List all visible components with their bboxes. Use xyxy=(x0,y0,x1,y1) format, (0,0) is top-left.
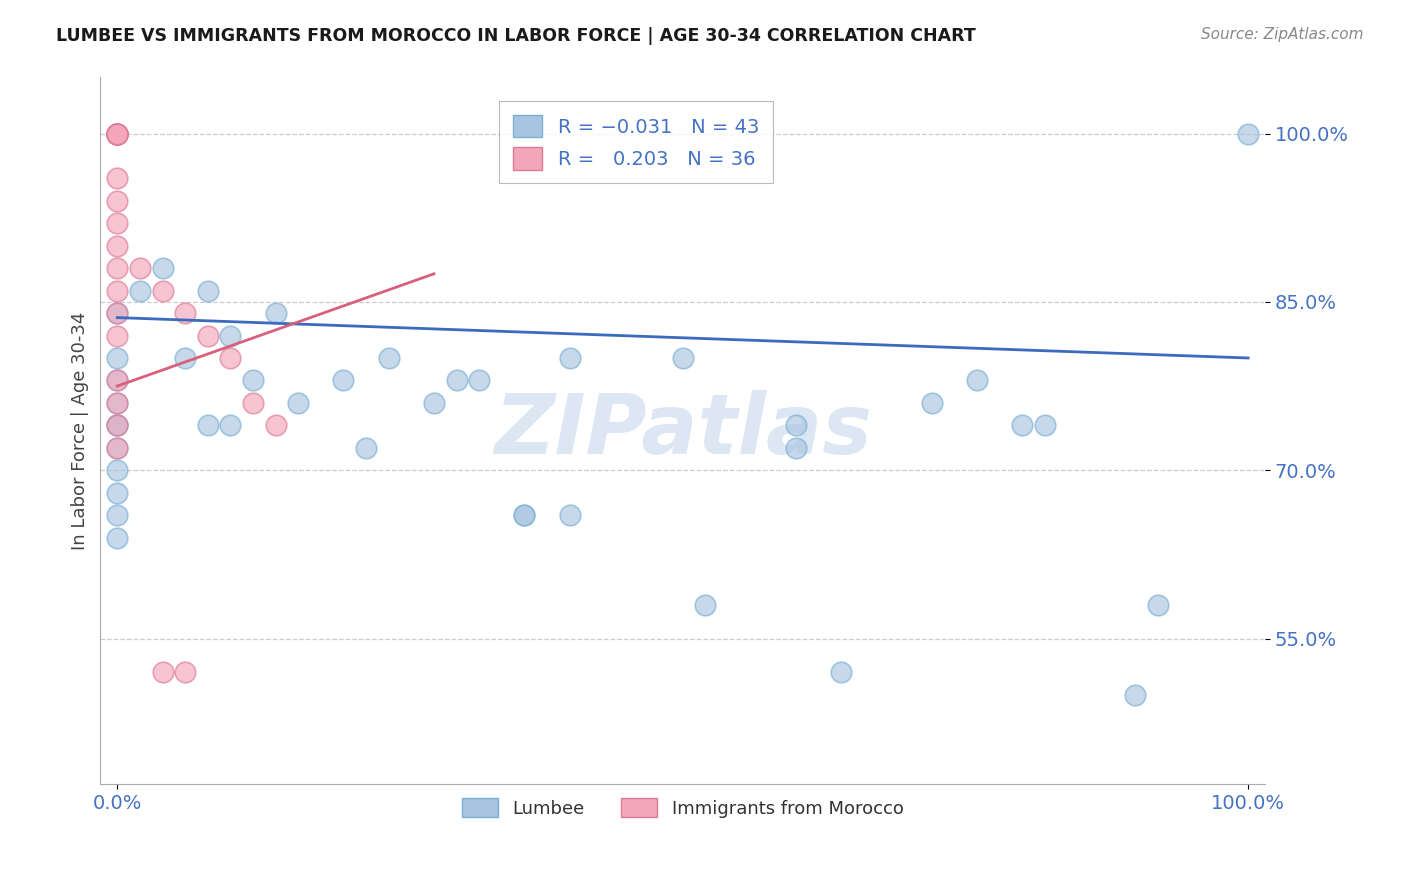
Point xyxy=(1237,127,1260,141)
Point xyxy=(197,284,219,298)
Point xyxy=(423,396,446,410)
Point xyxy=(219,418,242,433)
Point xyxy=(105,351,128,365)
Point xyxy=(105,216,128,230)
Point xyxy=(174,351,197,365)
Point xyxy=(513,508,536,522)
Text: ZIPatlas: ZIPatlas xyxy=(494,391,872,472)
Point xyxy=(105,396,128,410)
Point xyxy=(105,127,128,141)
Point xyxy=(152,284,174,298)
Point xyxy=(377,351,399,365)
Point xyxy=(105,284,128,298)
Point xyxy=(672,351,695,365)
Point xyxy=(264,306,287,320)
Point xyxy=(197,328,219,343)
Point xyxy=(105,306,128,320)
Point xyxy=(105,194,128,208)
Point xyxy=(105,373,128,387)
Text: LUMBEE VS IMMIGRANTS FROM MOROCCO IN LABOR FORCE | AGE 30-34 CORRELATION CHART: LUMBEE VS IMMIGRANTS FROM MOROCCO IN LAB… xyxy=(56,27,976,45)
Point xyxy=(105,396,128,410)
Point xyxy=(105,239,128,253)
Point xyxy=(468,373,491,387)
Point xyxy=(785,441,807,455)
Point xyxy=(105,306,128,320)
Point xyxy=(966,373,988,387)
Point xyxy=(105,127,128,141)
Y-axis label: In Labor Force | Age 30-34: In Labor Force | Age 30-34 xyxy=(72,311,89,550)
Point xyxy=(105,127,128,141)
Point xyxy=(105,328,128,343)
Point xyxy=(921,396,943,410)
Point xyxy=(1123,688,1146,702)
Point xyxy=(105,418,128,433)
Legend: Lumbee, Immigrants from Morocco: Lumbee, Immigrants from Morocco xyxy=(454,791,911,825)
Point xyxy=(1033,418,1056,433)
Point xyxy=(219,328,242,343)
Point xyxy=(264,418,287,433)
Point xyxy=(152,665,174,680)
Point xyxy=(1011,418,1033,433)
Point xyxy=(105,508,128,522)
Point xyxy=(785,418,807,433)
Text: Source: ZipAtlas.com: Source: ZipAtlas.com xyxy=(1201,27,1364,42)
Point xyxy=(105,441,128,455)
Point xyxy=(695,598,717,612)
Point xyxy=(105,441,128,455)
Point xyxy=(129,284,152,298)
Point xyxy=(513,508,536,522)
Point xyxy=(105,127,128,141)
Point xyxy=(105,418,128,433)
Point xyxy=(105,127,128,141)
Point xyxy=(105,373,128,387)
Point xyxy=(152,261,174,276)
Point xyxy=(242,373,264,387)
Point xyxy=(219,351,242,365)
Point xyxy=(197,418,219,433)
Point xyxy=(129,261,152,276)
Point xyxy=(105,127,128,141)
Point xyxy=(242,396,264,410)
Point xyxy=(105,261,128,276)
Point xyxy=(287,396,309,410)
Point xyxy=(105,463,128,477)
Point xyxy=(174,665,197,680)
Point xyxy=(1146,598,1168,612)
Point xyxy=(446,373,468,387)
Point xyxy=(354,441,377,455)
Point xyxy=(174,306,197,320)
Point xyxy=(332,373,354,387)
Point xyxy=(105,418,128,433)
Point xyxy=(105,171,128,186)
Point xyxy=(105,531,128,545)
Point xyxy=(830,665,852,680)
Point xyxy=(558,508,581,522)
Point xyxy=(558,351,581,365)
Point xyxy=(105,485,128,500)
Point xyxy=(105,127,128,141)
